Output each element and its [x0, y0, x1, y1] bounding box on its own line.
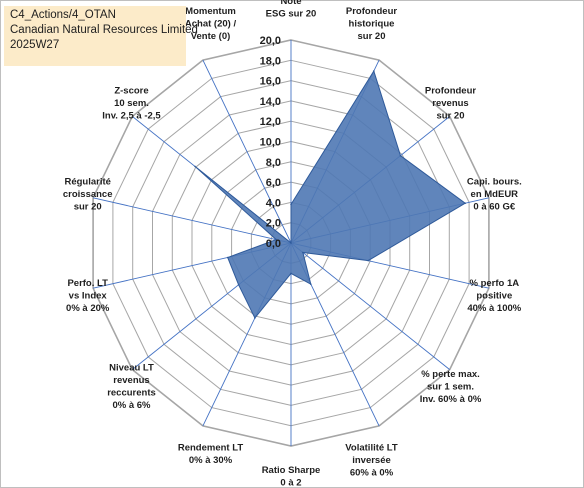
tick-label: 0,0 [266, 238, 281, 250]
tick-label: 2,0 [266, 218, 281, 230]
axis-label: Profondeur historique sur 20 [346, 6, 397, 42]
axis-label: Momentum Achat (20) / Vente (0) [185, 6, 237, 42]
tick-label: 18,0 [260, 55, 281, 67]
tick-label: 4,0 [266, 197, 281, 209]
axis-label: Perfo. LT vs Index 0% à 20% [66, 278, 110, 314]
data-point [275, 238, 278, 241]
data-point [373, 70, 375, 72]
company-name: Canadian Natural Resources Limited [10, 24, 198, 36]
data-point [290, 203, 292, 206]
axis-label: Régularité croissance sur 20 [63, 177, 113, 213]
axis-spoke [92, 197, 292, 244]
tick-label: 8,0 [266, 157, 281, 169]
data-point [194, 165, 196, 168]
axis-label: Profondeur revenus sur 20 [425, 86, 476, 122]
data-point [310, 283, 312, 286]
axis-label: Ratio Sharpe 0 à 2 [262, 465, 321, 488]
radial-tick-labels: 0,0 2,0 4,0 6,0 8,0 10,0 12,0 14,0 16,0 18,0 20,0 [260, 35, 281, 250]
axis-label: Rendement LT 0% à 30% [178, 443, 243, 467]
axis-spoke [290, 242, 450, 370]
series-area [194, 69, 467, 319]
axis-labels: Note ESG sur 20 Profondeur historique sur 20… [63, 0, 522, 488]
portfolio-path: C4_Actions/4_OTAN [10, 9, 116, 21]
axis-label: Z-score 10 sem. Inv. 2,5 à -2,5 [102, 86, 161, 122]
data-point [464, 202, 467, 204]
tick-label: 10,0 [260, 137, 281, 149]
data-point [302, 251, 304, 254]
chart-header: C4_Actions/4_OTAN Canadian Natural Resou… [4, 6, 198, 66]
axis-label: Niveau LT revenus reccurents 0% à 6% [107, 363, 156, 412]
axis-label: Volatilité LT inversée 60% à 0% [345, 443, 398, 479]
data-point [290, 272, 292, 275]
report-week: 2025W27 [10, 39, 60, 51]
tick-label: 16,0 [260, 76, 281, 88]
data-point [367, 259, 370, 262]
data-point [399, 154, 402, 157]
axis-label: % perfo 1A positive 40% à 100% [467, 278, 521, 314]
data-point [226, 256, 229, 259]
data-point [237, 284, 240, 286]
data-point [290, 242, 292, 244]
tick-label: 20,0 [260, 35, 281, 47]
axis-label: % perte max. sur 1 sem. Inv. 60% à 0% [420, 369, 482, 405]
tick-label: 6,0 [266, 177, 281, 189]
data-point [254, 317, 256, 319]
axis-label: Note ESG sur 20 [266, 0, 317, 20]
axis-spoke [202, 59, 292, 244]
tick-label: 14,0 [260, 96, 281, 108]
tick-label: 12,0 [260, 116, 281, 128]
axis-label: Capi. bours. en MdEUR 0 à 60 G€ [467, 177, 522, 213]
radar-series [194, 69, 467, 319]
